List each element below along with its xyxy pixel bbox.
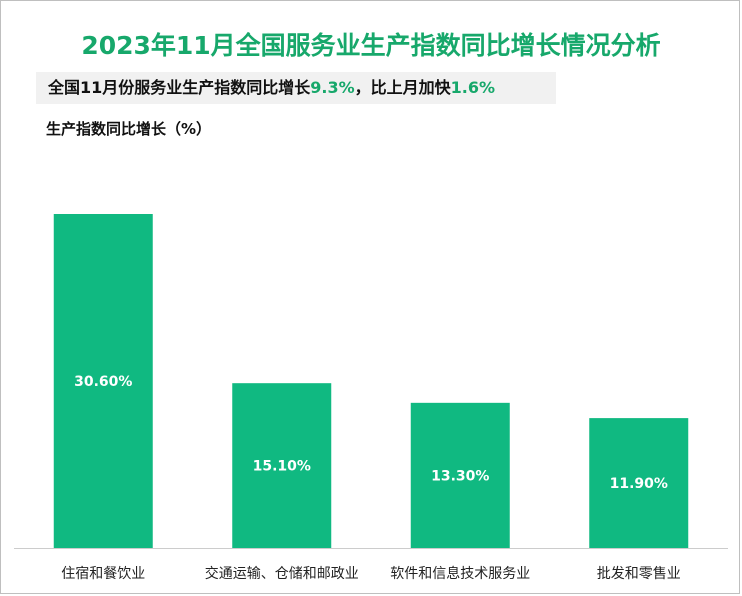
- data-label-2: 15.10%: [253, 459, 311, 475]
- bar-2: [232, 383, 332, 548]
- category-label-3: 软件和信息技术服务业: [390, 565, 530, 582]
- category-label-2: 交通运输、仓储和邮政业: [205, 565, 359, 582]
- y-axis-label: 生产指数同比增长（%）: [46, 120, 212, 138]
- chart-title: 2023年11月全国服务业生产指数同比增长情况分析: [81, 31, 661, 60]
- bar-1: [53, 214, 153, 548]
- category-label-4: 批发和零售业: [597, 566, 681, 582]
- data-label-1: 30.60%: [74, 374, 132, 390]
- summary-banner: 全国11月份服务业生产指数同比增长9.3%，比上月加快1.6%: [36, 72, 556, 104]
- summary-acceleration-value: 1.6%: [450, 78, 496, 97]
- summary-growth-value: 9.3%: [310, 78, 355, 97]
- bar-3: [410, 402, 510, 548]
- category-label-1: 住宿和餐饮业: [61, 565, 145, 582]
- bar-4: [589, 418, 689, 548]
- summary-prefix: 全国11月份服务业生产指数同比增长: [48, 78, 311, 97]
- bar-group: [53, 214, 689, 548]
- label-group: 30.60% 住宿和餐饮业 15.10% 交通运输、仓储和邮政业 13.30% 软件和信息…: [61, 374, 681, 582]
- summary-middle: ，比上月加快: [354, 78, 451, 97]
- data-label-3: 13.30%: [431, 468, 489, 484]
- data-label-4: 11.90%: [610, 476, 668, 492]
